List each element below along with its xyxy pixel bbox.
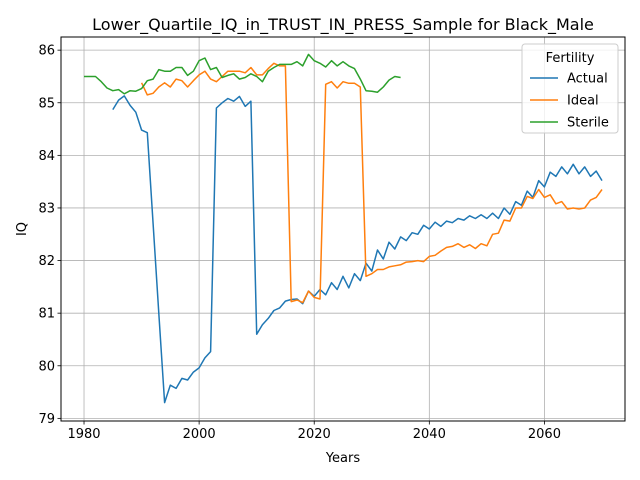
y-tick-label: 84: [38, 149, 55, 164]
y-tick-label: 85: [38, 96, 55, 111]
legend-box: [521, 43, 619, 134]
y-axis-ticks: 79 80 81 82 83 84 85 86: [38, 44, 61, 427]
plot-frame: [60, 36, 626, 422]
x-tick-label: 2000: [183, 427, 216, 442]
y-tick-label: 83: [38, 201, 55, 216]
y-axis-label: IQ: [15, 222, 30, 236]
x-axis-ticks: 1980 2000 2020 2040 2060: [67, 421, 561, 442]
legend-label-sterile: Sterile: [567, 116, 609, 131]
x-tick-label: 2060: [528, 427, 561, 442]
y-tick-label: 81: [38, 307, 55, 322]
x-tick-label: 2020: [298, 427, 331, 442]
y-tick-label: 79: [38, 412, 55, 427]
x-tick-label: 1980: [67, 427, 100, 442]
legend-title: Fertility: [546, 51, 595, 66]
series-line-sterile: [84, 53, 401, 95]
series-line-actual: [112, 95, 603, 404]
legend-label-ideal: Ideal: [567, 94, 599, 109]
y-tick-label: 80: [38, 359, 55, 374]
series-line-ideal: [140, 62, 603, 304]
y-tick-label: 86: [38, 44, 55, 59]
legend: Fertility Actual Ideal Sterile: [521, 43, 619, 134]
series-lines: [84, 53, 603, 404]
y-tick-label: 82: [38, 254, 55, 269]
legend-label-actual: Actual: [567, 72, 608, 87]
x-axis-label: Years: [325, 451, 361, 466]
chart-title: Lower_Quartile_IQ_in_TRUST_IN_PRESS_Samp…: [92, 15, 594, 35]
x-tick-label: 2040: [413, 427, 446, 442]
